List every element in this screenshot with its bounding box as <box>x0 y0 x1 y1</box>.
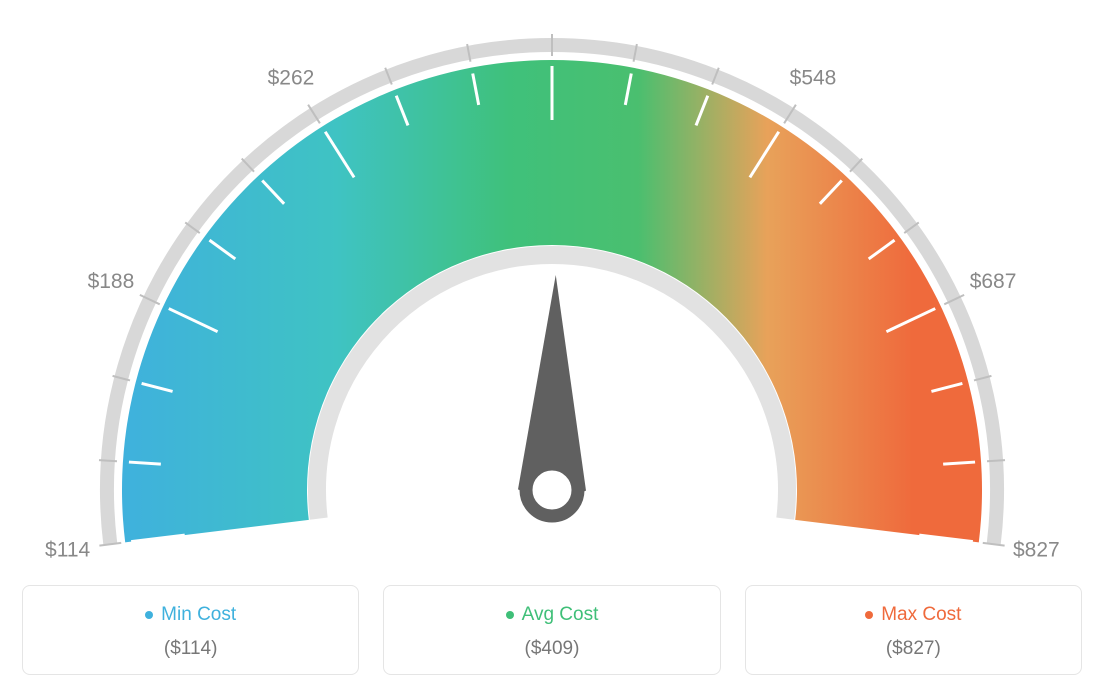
cost-gauge-chart: $114$188$262$409$548$687$827 <box>22 20 1082 565</box>
legend-card-max: Max Cost ($827) <box>745 585 1082 675</box>
gauge-svg: $114$188$262$409$548$687$827 <box>22 20 1082 560</box>
legend-row: Min Cost ($114) Avg Cost ($409) Max Cost… <box>22 585 1082 675</box>
legend-label-max: Max Cost <box>881 604 961 626</box>
legend-value-max: ($827) <box>758 638 1069 660</box>
legend-card-avg: Avg Cost ($409) <box>383 585 720 675</box>
legend-label-avg: Avg Cost <box>522 604 599 626</box>
legend-card-min: Min Cost ($114) <box>22 585 359 675</box>
legend-value-avg: ($409) <box>396 638 707 660</box>
svg-text:$262: $262 <box>268 67 315 90</box>
legend-value-min: ($114) <box>35 638 346 660</box>
svg-text:$114: $114 <box>45 538 90 560</box>
legend-label-min: Min Cost <box>161 604 236 626</box>
legend-dot-min <box>145 611 153 619</box>
legend-title-max: Max Cost <box>865 604 961 626</box>
legend-dot-max <box>865 611 873 619</box>
legend-title-min: Min Cost <box>145 604 236 626</box>
svg-text:$548: $548 <box>790 67 837 90</box>
svg-text:$188: $188 <box>88 270 135 293</box>
svg-text:$687: $687 <box>970 270 1017 293</box>
legend-title-avg: Avg Cost <box>506 604 599 626</box>
legend-dot-avg <box>506 611 514 619</box>
svg-text:$827: $827 <box>1013 538 1060 560</box>
